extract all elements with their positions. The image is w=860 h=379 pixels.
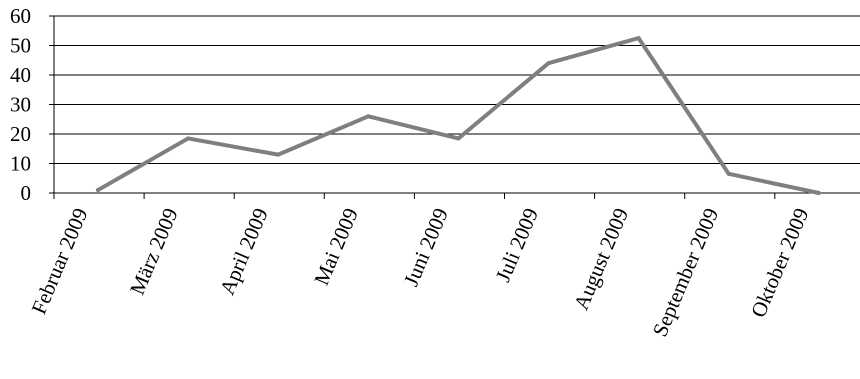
- y-tick-label-20: 20: [10, 122, 31, 146]
- data-point-0-2: [276, 152, 281, 157]
- x-tick-label-8: Oktober 2009: [746, 205, 813, 321]
- gridlines: [54, 15, 860, 164]
- y-tick-label-50: 50: [10, 34, 31, 58]
- data-point-0-1: [186, 136, 191, 141]
- y-tick-label-10: 10: [10, 152, 31, 176]
- series-layer: [96, 36, 821, 195]
- data-point-0-0: [96, 188, 100, 193]
- y-tick-label-0: 0: [21, 181, 32, 205]
- data-point-0-7: [726, 171, 731, 176]
- series-line-0: [96, 36, 821, 195]
- x-tick-label-5: Juli 2009: [491, 205, 543, 286]
- x-tick-label-2: April 2009: [215, 205, 273, 299]
- y-tick-label-60: 60: [10, 4, 31, 28]
- x-tick-label-6: August 2009: [569, 205, 633, 314]
- data-point-0-8: [816, 191, 821, 195]
- x-tick-label-0: Februar 2009: [27, 205, 93, 318]
- x-tick-labels: Februar 2009 März 2009 April 2009 Mai 2009 J…: [27, 205, 814, 341]
- y-tick-label-40: 40: [10, 63, 31, 87]
- x-tick-label-7: September 2009: [648, 205, 724, 341]
- axes: [49, 15, 860, 199]
- x-tick-label-4: Juni 2009: [399, 205, 453, 290]
- x-tick-label-3: Mai 2009: [309, 205, 363, 289]
- data-point-0-6: [636, 36, 641, 41]
- y-tick-label-30: 30: [10, 93, 31, 117]
- data-point-0-4: [456, 136, 461, 141]
- data-point-0-5: [546, 61, 551, 66]
- data-point-0-3: [366, 114, 371, 119]
- x-tick-label-1: März 2009: [125, 205, 183, 299]
- y-tick-labels: 0 10 20 30 40 50 60: [10, 4, 31, 205]
